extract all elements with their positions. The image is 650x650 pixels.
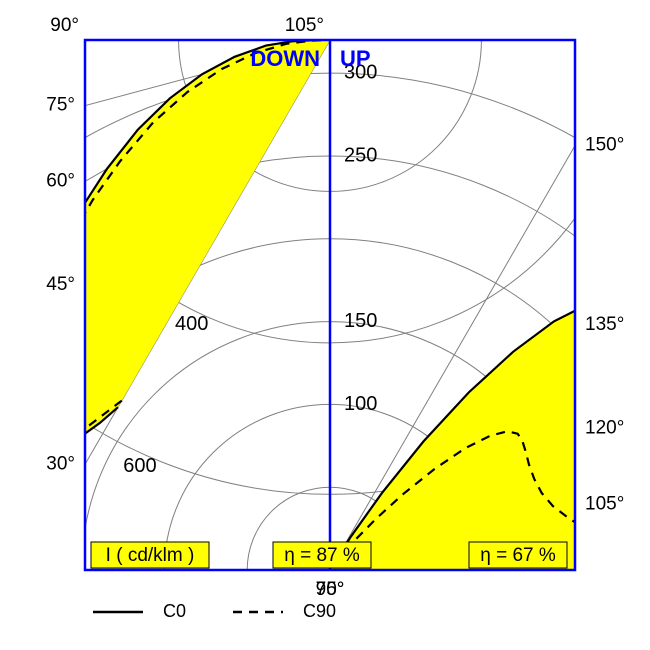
svg-text:150°: 150° <box>585 135 624 156</box>
svg-text:400: 400 <box>175 313 208 335</box>
legend-c90-label: C90 <box>303 601 336 621</box>
chart-svg: 30°45°60°75°90°105°75°90°105°120°135°150… <box>0 0 650 650</box>
svg-text:η = 87 %: η = 87 % <box>284 545 360 566</box>
svg-text:45°: 45° <box>46 274 75 295</box>
svg-text:135°: 135° <box>585 314 624 335</box>
svg-text:60°: 60° <box>46 170 75 191</box>
polar-photometric-chart: 30°45°60°75°90°105°75°90°105°120°135°150… <box>0 0 650 650</box>
svg-text:η = 67 %: η = 67 % <box>480 545 556 566</box>
svg-text:120°: 120° <box>585 418 624 439</box>
svg-text:I ( cd/klm ): I ( cd/klm ) <box>106 545 195 566</box>
svg-text:600: 600 <box>123 455 156 477</box>
svg-text:30°: 30° <box>46 453 75 474</box>
svg-text:105°: 105° <box>585 493 624 514</box>
legend-c0-label: C0 <box>163 601 186 621</box>
svg-text:250: 250 <box>344 144 377 166</box>
svg-text:100: 100 <box>344 393 377 415</box>
down-label: DOWN <box>250 46 320 71</box>
svg-text:75°: 75° <box>46 95 75 116</box>
svg-text:90°: 90° <box>50 15 79 36</box>
svg-text:150: 150 <box>344 310 377 332</box>
up-label: UP <box>340 46 371 71</box>
svg-text:105°: 105° <box>285 15 324 36</box>
svg-text:90°: 90° <box>316 579 345 600</box>
